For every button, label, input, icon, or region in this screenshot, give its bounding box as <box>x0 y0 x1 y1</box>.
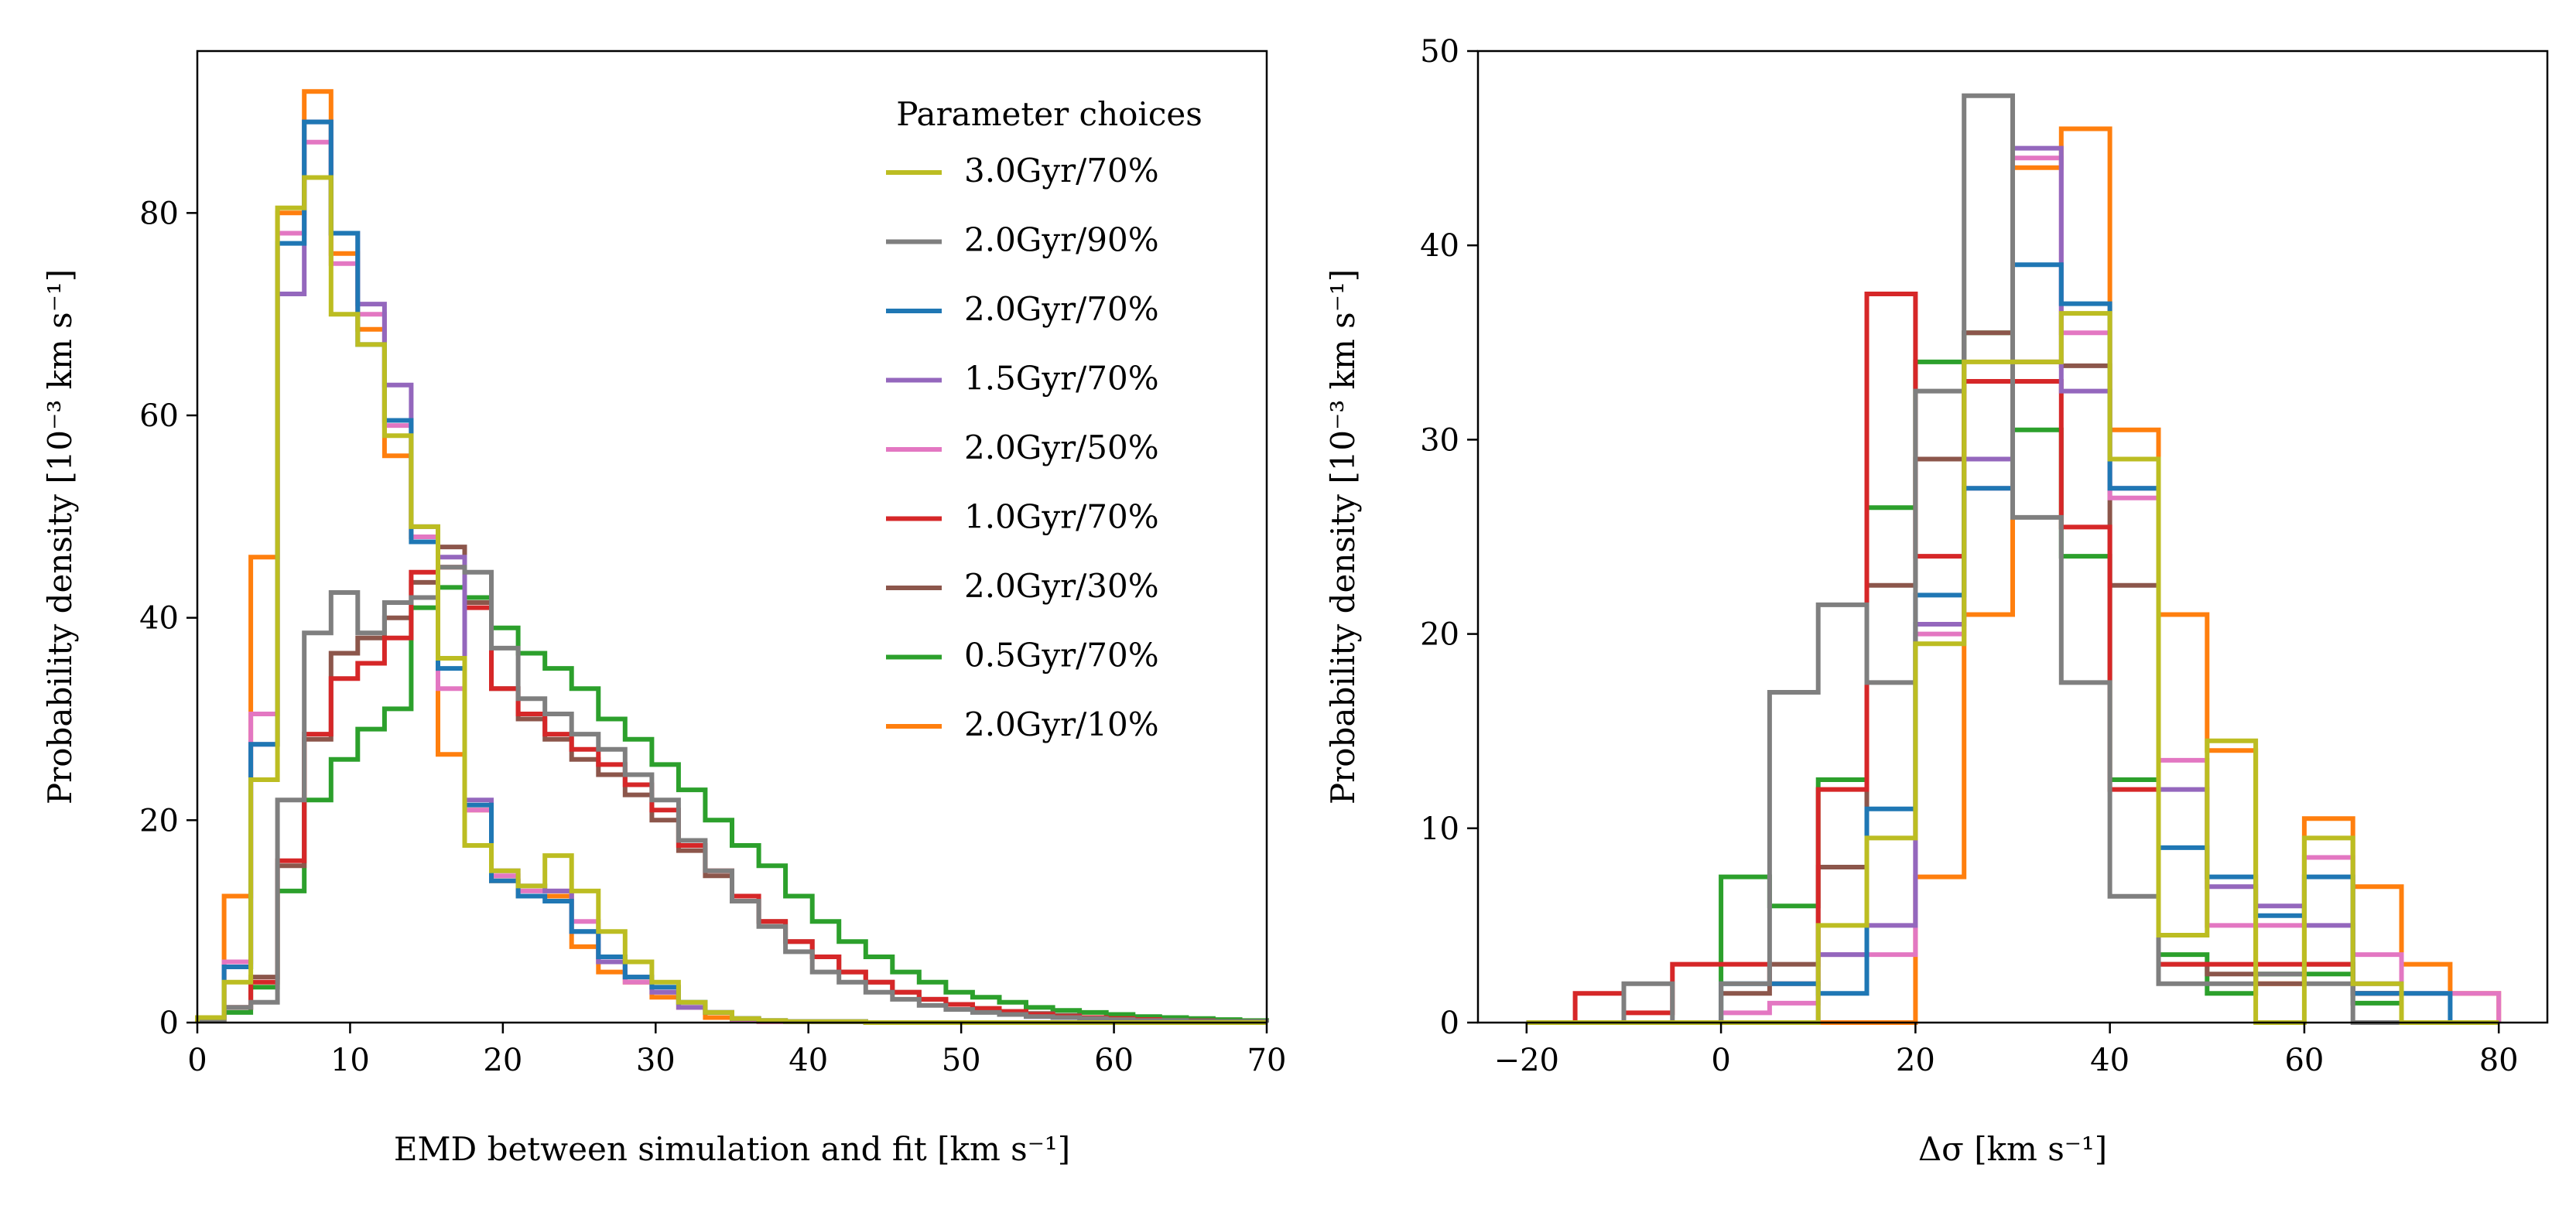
left-x-tick-label: 70 <box>1247 1043 1287 1078</box>
legend-label: 2.0Gyr/50% <box>964 429 1159 466</box>
right-y-tick-label: 40 <box>1420 228 1459 264</box>
left-series-0-5Gyr-70 <box>195 585 1269 1023</box>
left-x-tick-label: 60 <box>1094 1043 1134 1078</box>
left-axis-ticks: 0 10 20 30 40 50 60 70 0 20 40 60 80 <box>139 196 1286 1078</box>
right-histogram-series <box>1526 93 2502 1025</box>
legend-title: Parameter choices <box>896 95 1202 133</box>
right-chart-panel: −20 0 20 40 60 80 0 10 20 30 40 50 Δσ [km s⁻¹] Prob… <box>1324 34 2549 1168</box>
right-x-tick-label: 60 <box>2284 1043 2324 1078</box>
right-x-tick-label: 20 <box>1896 1043 1935 1078</box>
left-chart-panel: 0 10 20 30 40 50 60 70 0 20 40 60 80 EMD between sim… <box>41 50 1286 1168</box>
legend-label: 1.0Gyr/70% <box>964 498 1159 536</box>
left-x-tick-label: 30 <box>636 1043 676 1078</box>
right-y-tick-label: 0 <box>1440 1006 1459 1041</box>
legend-label: 2.0Gyr/90% <box>964 221 1159 259</box>
left-x-tick-label: 50 <box>942 1043 981 1078</box>
left-x-tick-label: 0 <box>187 1043 207 1078</box>
left-x-tick-label: 40 <box>789 1043 828 1078</box>
legend: Parameter choices 3.0Gyr/70% 2.0Gyr/90% 2.… <box>886 95 1202 743</box>
right-y-tick-label: 20 <box>1420 617 1459 653</box>
right-x-tick-label: 0 <box>1711 1043 1730 1078</box>
left-y-tick-label: 60 <box>139 398 179 434</box>
right-y-axis-label: Probability density [10⁻³ km s⁻¹] <box>1324 269 1362 804</box>
legend-label: 3.0Gyr/70% <box>964 152 1159 190</box>
legend-label: 0.5Gyr/70% <box>964 637 1159 675</box>
legend-label: 1.5Gyr/70% <box>964 360 1159 398</box>
left-y-tick-label: 0 <box>159 1006 179 1041</box>
left-x-tick-label: 10 <box>330 1043 370 1078</box>
left-y-tick-label: 40 <box>139 601 179 637</box>
left-x-axis-label: EMD between simulation and fit [km s⁻¹] <box>394 1130 1070 1168</box>
right-axis-ticks: −20 0 20 40 60 80 0 10 20 30 40 50 <box>1420 34 2519 1078</box>
right-x-axis-label: Δσ [km s⁻¹] <box>1918 1130 2107 1168</box>
right-y-tick-label: 50 <box>1420 34 1459 70</box>
left-y-axis-label: Probability density [10⁻³ km s⁻¹] <box>41 269 79 804</box>
right-x-tick-label: −20 <box>1494 1043 1559 1078</box>
legend-label: 2.0Gyr/70% <box>964 290 1159 328</box>
left-x-tick-label: 20 <box>483 1043 522 1078</box>
right-y-tick-label: 10 <box>1420 811 1459 847</box>
right-plot-frame <box>1476 50 2549 1024</box>
legend-label: 2.0Gyr/30% <box>964 567 1159 605</box>
left-series-2-0Gyr-90 <box>195 565 1269 1024</box>
left-y-tick-label: 20 <box>139 803 179 838</box>
legend-label: 2.0Gyr/10% <box>964 705 1159 743</box>
right-y-tick-label: 30 <box>1420 422 1459 458</box>
right-x-tick-label: 40 <box>2090 1043 2130 1078</box>
left-y-tick-label: 80 <box>139 196 179 231</box>
right-x-tick-label: 80 <box>2479 1043 2519 1078</box>
left-plot-frame <box>196 50 1268 1024</box>
